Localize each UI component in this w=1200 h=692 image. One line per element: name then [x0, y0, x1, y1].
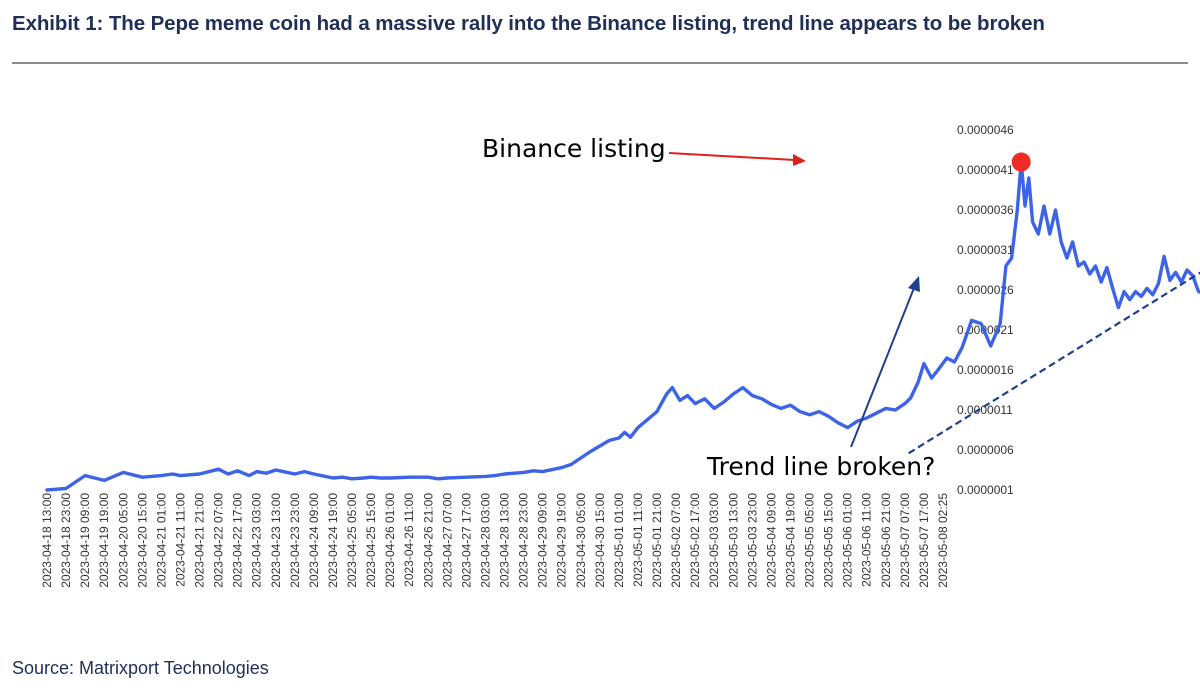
x-tick-label: 2023-04-30 15:00 — [593, 493, 607, 588]
binance-listing-label: Binance listing — [482, 134, 666, 163]
x-tick-label: 2023-04-26 01:00 — [383, 493, 397, 588]
x-tick-label: 2023-04-18 23:00 — [59, 493, 73, 588]
y-tick-label: 0.0000036 — [957, 203, 1014, 217]
binance-listing-arrow — [668, 152, 796, 161]
x-tick-label: 2023-05-03 03:00 — [707, 493, 721, 588]
x-tick-label: 2023-04-23 23:00 — [288, 493, 302, 588]
y-tick-label: 0.0000041 — [957, 163, 1014, 177]
x-tick-label: 2023-04-26 21:00 — [421, 493, 435, 588]
x-tick-label: 2023-04-22 07:00 — [212, 493, 226, 588]
y-tick-label: 0.0000031 — [957, 243, 1014, 257]
y-tick-label: 0.0000026 — [957, 283, 1014, 297]
x-tick-label: 2023-04-22 17:00 — [231, 493, 245, 588]
x-tick-label: 2023-05-02 07:00 — [669, 493, 683, 588]
y-tick-label: 0.0000001 — [957, 483, 1014, 497]
x-tick-label: 2023-04-21 21:00 — [193, 493, 207, 588]
x-tick-label: 2023-05-06 21:00 — [879, 493, 893, 588]
x-tick-label: 2023-05-06 11:00 — [860, 493, 874, 587]
x-tick-label: 2023-05-08 02:25 — [936, 493, 950, 588]
title-divider — [12, 62, 1188, 64]
x-tick-label: 2023-05-03 13:00 — [726, 493, 740, 588]
x-tick-label: 2023-05-05 15:00 — [822, 493, 836, 588]
x-tick-label: 2023-04-28 23:00 — [517, 493, 531, 588]
x-tick-label: 2023-04-29 19:00 — [555, 493, 569, 588]
x-tick-label: 2023-05-06 01:00 — [841, 493, 855, 588]
x-tick-label: 2023-04-21 01:00 — [154, 493, 168, 588]
y-tick-labels: 0.0000046 0.0000041 0.0000036 0.0000031 0.00… — [957, 123, 1014, 497]
x-tick-labels: 2023-04-18 13:00 2023-04-18 23:00 2023-04-… — [40, 493, 950, 588]
x-tick-label: 2023-04-18 13:00 — [40, 493, 54, 588]
x-tick-label: 2023-05-01 11:00 — [631, 493, 645, 587]
x-tick-label: 2023-04-25 05:00 — [345, 493, 359, 588]
y-tick-label: 0.0000016 — [957, 363, 1014, 377]
x-tick-label: 2023-04-28 13:00 — [498, 493, 512, 588]
x-tick-label: 2023-04-20 05:00 — [116, 493, 130, 588]
x-tick-label: 2023-04-27 17:00 — [459, 493, 473, 588]
trend-line — [908, 271, 1200, 455]
source-note: Source: Matrixport Technologies — [12, 658, 269, 678]
binance-listing-marker — [1011, 152, 1031, 172]
x-tick-label: 2023-04-27 07:00 — [440, 493, 454, 588]
x-tick-label: 2023-05-01 21:00 — [650, 493, 664, 588]
page-title: Exhibit 1: The Pepe meme coin had a mass… — [12, 12, 1045, 35]
x-tick-label: 2023-04-21 11:00 — [173, 493, 187, 587]
trend-broken-arrowhead — [908, 276, 920, 292]
x-tick-label: 2023-04-26 11:00 — [402, 493, 416, 587]
x-tick-label: 2023-04-28 03:00 — [479, 493, 493, 588]
trend-broken-label: Trend line broken? — [706, 452, 935, 481]
x-tick-label: 2023-05-02 17:00 — [688, 493, 702, 588]
x-tick-label: 2023-04-24 09:00 — [307, 493, 321, 588]
x-tick-label: 2023-05-03 23:00 — [745, 493, 759, 588]
x-tick-label: 2023-04-29 09:00 — [536, 493, 550, 588]
x-tick-label: 2023-05-07 07:00 — [898, 493, 912, 588]
x-tick-label: 2023-04-19 19:00 — [97, 493, 111, 588]
x-tick-label: 2023-04-25 15:00 — [364, 493, 378, 588]
x-tick-label: 2023-05-07 17:00 — [917, 493, 931, 588]
x-tick-label: 2023-05-04 09:00 — [764, 493, 778, 588]
x-tick-label: 2023-05-04 19:00 — [784, 493, 798, 588]
price-series-line — [45, 160, 1200, 492]
x-tick-label: 2023-04-23 03:00 — [250, 493, 264, 588]
x-tick-label: 2023-04-24 19:00 — [326, 493, 340, 588]
x-tick-label: 2023-05-01 01:00 — [612, 493, 626, 588]
x-tick-label: 2023-04-19 09:00 — [78, 493, 92, 588]
x-tick-label: 2023-04-30 05:00 — [574, 493, 588, 588]
x-tick-label: 2023-04-20 15:00 — [135, 493, 149, 588]
binance-listing-arrowhead — [793, 154, 806, 166]
x-tick-label: 2023-05-05 05:00 — [803, 493, 817, 588]
y-tick-label: 0.0000046 — [957, 123, 1014, 137]
y-tick-label: 0.0000011 — [957, 403, 1013, 417]
y-tick-label: 0.0000006 — [957, 443, 1014, 457]
trend-broken-arrow — [850, 287, 915, 448]
x-tick-label: 2023-04-23 13:00 — [269, 493, 283, 588]
